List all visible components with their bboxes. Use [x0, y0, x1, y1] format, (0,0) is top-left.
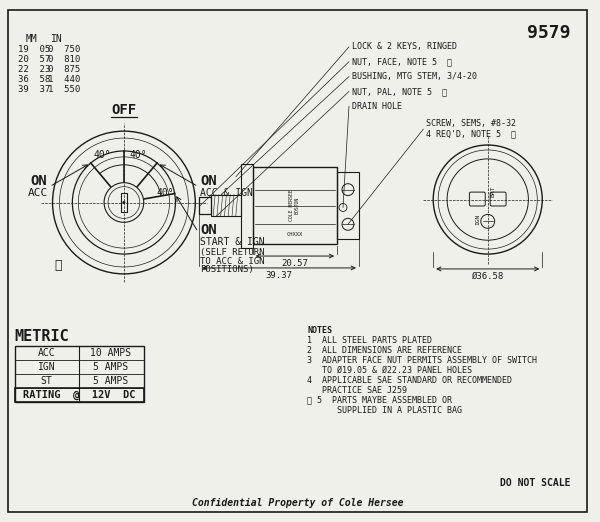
Circle shape	[122, 201, 125, 204]
Text: 10 AMPS: 10 AMPS	[91, 348, 131, 358]
Text: IN: IN	[50, 34, 62, 44]
Text: METRIC: METRIC	[15, 329, 70, 345]
Text: Ⓨ 5  PARTS MAYBE ASSEMBLED OR: Ⓨ 5 PARTS MAYBE ASSEMBLED OR	[307, 396, 452, 405]
Text: LOCK & 2 KEYS, RINGED: LOCK & 2 KEYS, RINGED	[352, 42, 457, 51]
Bar	[241, 164, 253, 248]
Text: BUSHING, MTG STEM, 3/4-20: BUSHING, MTG STEM, 3/4-20	[352, 72, 477, 81]
Bar	[211, 195, 241, 217]
Text: ST: ST	[41, 376, 52, 386]
Bar	[15, 346, 144, 402]
Text: 4  APPLICABLE SAE STANDARD OR RECOMMENDED: 4 APPLICABLE SAE STANDARD OR RECOMMENDED	[307, 376, 512, 385]
Text: 5 AMPS: 5 AMPS	[94, 362, 128, 372]
Text: 0  750: 0 750	[47, 45, 80, 54]
Text: 1  ALL STEEL PARTS PLATED: 1 ALL STEEL PARTS PLATED	[307, 336, 433, 346]
Text: 3  ADAPTER FACE NUT PERMITS ASSEMBLY OF SWITCH: 3 ADAPTER FACE NUT PERMITS ASSEMBLY OF S…	[307, 356, 538, 365]
Text: NOTES: NOTES	[307, 326, 332, 336]
Text: BAT: BAT	[490, 186, 495, 197]
Text: 19  05: 19 05	[18, 45, 50, 54]
Text: OFF: OFF	[112, 103, 136, 117]
Bar	[253, 167, 337, 244]
Bar	[15, 388, 144, 402]
Text: IGN: IGN	[38, 362, 55, 372]
Text: (SELF RETURN: (SELF RETURN	[200, 247, 265, 257]
Text: ACC: ACC	[38, 348, 55, 358]
Text: TO ACC & IGN: TO ACC & IGN	[200, 256, 265, 266]
Text: ON: ON	[200, 174, 217, 188]
Text: 22  23: 22 23	[18, 65, 50, 74]
Text: 9579: 9579	[527, 24, 570, 42]
Bar	[199, 197, 211, 215]
Text: 40°: 40°	[93, 150, 111, 160]
Text: CHXXX: CHXXX	[286, 232, 302, 237]
Text: Ⓦ: Ⓦ	[55, 259, 62, 272]
Text: 1  440: 1 440	[47, 75, 80, 84]
Text: RATING  @  12V  DC: RATING @ 12V DC	[23, 390, 136, 400]
Text: 36  58: 36 58	[18, 75, 50, 84]
Text: Ø36.58: Ø36.58	[472, 272, 504, 281]
Text: 4 REQ'D, NOTE 5  Ⓨ: 4 REQ'D, NOTE 5 Ⓨ	[426, 129, 516, 139]
Text: ON: ON	[31, 174, 47, 188]
Text: ACC: ACC	[28, 187, 47, 198]
Text: 40°: 40°	[157, 187, 175, 198]
Text: 39  37: 39 37	[18, 85, 50, 93]
Text: 20.57: 20.57	[281, 259, 308, 268]
Bar	[121, 193, 127, 212]
Text: PRACTICE SAE J259: PRACTICE SAE J259	[307, 386, 407, 395]
Text: POSITIONS): POSITIONS)	[200, 265, 254, 275]
Text: 40°: 40°	[130, 150, 148, 160]
Text: ON: ON	[200, 223, 217, 238]
Text: NUT, FACE, NOTE 5  Ⓨ: NUT, FACE, NOTE 5 Ⓨ	[352, 57, 452, 66]
Text: 0  875: 0 875	[47, 65, 80, 74]
Text: Confidential Property of Cole Hersee: Confidential Property of Cole Hersee	[191, 498, 403, 508]
Text: 5 AMPS: 5 AMPS	[94, 376, 128, 386]
Text: START & IGN: START & IGN	[200, 237, 265, 247]
Text: 1  550: 1 550	[47, 85, 80, 93]
Bar	[337, 172, 359, 239]
Text: 2  ALL DIMENSIONS ARE REFERENCE: 2 ALL DIMENSIONS ARE REFERENCE	[307, 346, 463, 355]
Text: SUPPLIED IN A PLASTIC BAG: SUPPLIED IN A PLASTIC BAG	[307, 406, 463, 415]
Text: TO Ø19.05 & Ø22.23 PANEL HOLES: TO Ø19.05 & Ø22.23 PANEL HOLES	[307, 366, 472, 375]
Text: IGN: IGN	[475, 213, 481, 225]
Text: ACC & IGN: ACC & IGN	[200, 187, 253, 198]
Text: DRAIN HOLE: DRAIN HOLE	[352, 102, 402, 111]
Text: SCREW, SEMS, #8-32: SCREW, SEMS, #8-32	[426, 118, 516, 128]
Text: NUT, PAL, NOTE 5  Ⓨ: NUT, PAL, NOTE 5 Ⓨ	[352, 87, 447, 96]
Text: 0  810: 0 810	[47, 55, 80, 64]
Text: COLE HERSEE
BOSTON: COLE HERSEE BOSTON	[289, 189, 300, 221]
Text: 20  57: 20 57	[18, 55, 50, 64]
Text: DO NOT SCALE: DO NOT SCALE	[500, 478, 570, 488]
Text: 39.37: 39.37	[266, 271, 292, 280]
Text: MM: MM	[26, 34, 38, 44]
